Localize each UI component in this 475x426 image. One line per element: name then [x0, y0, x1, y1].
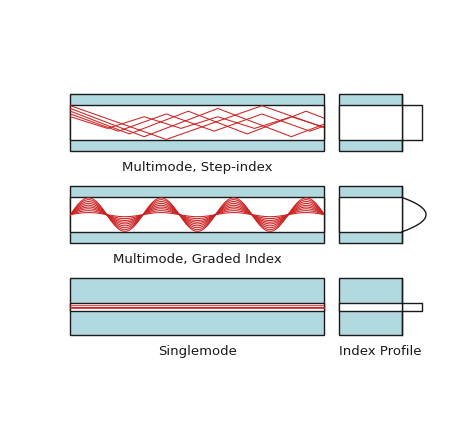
Text: Multimode, Graded Index: Multimode, Graded Index: [113, 252, 282, 265]
Text: Multimode, Step-index: Multimode, Step-index: [122, 160, 273, 173]
FancyBboxPatch shape: [339, 106, 402, 141]
FancyBboxPatch shape: [70, 187, 324, 244]
FancyBboxPatch shape: [339, 303, 402, 311]
FancyBboxPatch shape: [70, 198, 324, 232]
FancyBboxPatch shape: [339, 187, 402, 244]
FancyBboxPatch shape: [339, 198, 402, 232]
FancyBboxPatch shape: [70, 106, 324, 141]
FancyBboxPatch shape: [70, 95, 324, 152]
FancyBboxPatch shape: [70, 278, 324, 336]
FancyBboxPatch shape: [339, 95, 402, 152]
Text: Singlemode: Singlemode: [158, 344, 237, 357]
Text: Index Profile: Index Profile: [339, 344, 422, 357]
FancyBboxPatch shape: [339, 278, 402, 336]
FancyBboxPatch shape: [70, 303, 324, 311]
